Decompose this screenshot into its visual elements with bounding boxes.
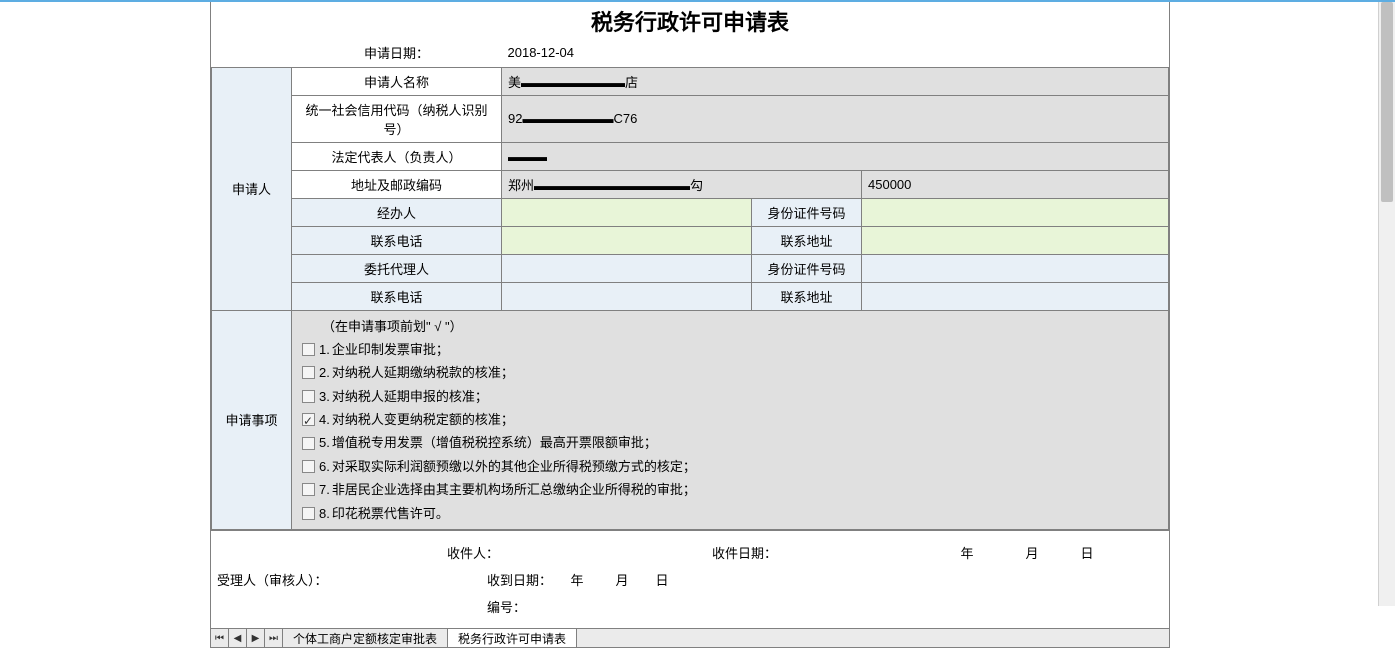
item-text: 非居民企业选择由其主要机构场所汇总缴纳企业所得税的审批；	[332, 478, 696, 501]
agent-value[interactable]	[502, 254, 752, 282]
form-title: 税务行政许可申请表	[211, 2, 1169, 39]
receive-date-label: 收件日期：	[712, 543, 932, 562]
phone1-label: 联系电话	[292, 226, 502, 254]
phone1-value[interactable]	[502, 226, 752, 254]
item-text: 对纳税人延期申报的核准；	[332, 385, 488, 408]
addr1-label: 联系地址	[752, 226, 862, 254]
applicant-name-value: 美▬▬▬▬▬▬▬▬店	[502, 67, 1169, 95]
phone2-value[interactable]	[502, 282, 752, 310]
phone2-label: 联系电话	[292, 282, 502, 310]
checkbox-icon[interactable]	[302, 366, 315, 379]
checkbox-icon[interactable]	[302, 483, 315, 496]
postal-value: 450000	[862, 170, 1169, 198]
sheet-tabs: ⏮ ◀ ▶ ⏭ 个体工商户定额核定审批表 税务行政许可申请表	[210, 628, 1170, 648]
handler-label: 经办人	[292, 198, 502, 226]
nav-first-icon[interactable]: ⏮	[211, 629, 229, 647]
item-text: 企业印制发票审批；	[332, 338, 449, 361]
item-text: 对采取实际利润额预缴以外的其他企业所得税预缴方式的核定；	[332, 455, 696, 478]
checkbox-icon[interactable]	[302, 343, 315, 356]
year2-label: 年	[552, 570, 602, 589]
item-number: 4.	[319, 408, 330, 431]
checkbox-icon[interactable]	[302, 460, 315, 473]
month-label: 月	[1002, 543, 1062, 562]
form-table: 申请日期： 2018-12-04 申请人 申请人名称 美▬▬▬▬▬▬▬▬店 统一…	[211, 39, 1169, 530]
checkbox-icon[interactable]	[302, 413, 315, 426]
item-line: 1. 企业印制发票审批；	[302, 338, 1158, 361]
item-number: 5.	[319, 431, 330, 454]
handler-id-value[interactable]	[862, 198, 1169, 226]
nav-last-icon[interactable]: ⏭	[265, 629, 283, 647]
item-text: 印花税票代售许可。	[332, 502, 449, 525]
item-text: 增值税专用发票（增值税税控系统）最高开票限额审批；	[332, 431, 657, 454]
day-label: 日	[1062, 543, 1112, 562]
address-label: 地址及邮政编码	[292, 170, 502, 198]
sheet-tab-1[interactable]: 个体工商户定额核定审批表	[283, 629, 448, 647]
legal-rep-value: ▬▬▬	[502, 142, 1169, 170]
checkbox-icon[interactable]	[302, 390, 315, 403]
credit-code-value: 92▬▬▬▬▬▬▬C76	[502, 95, 1169, 142]
credit-code-label: 统一社会信用代码（纳税人识别号）	[292, 95, 502, 142]
applicant-name-label: 申请人名称	[292, 67, 502, 95]
month2-label: 月	[602, 570, 642, 589]
handler-value[interactable]	[502, 198, 752, 226]
applicant-section-label: 申请人	[212, 67, 292, 310]
item-number: 1.	[319, 338, 330, 361]
addr2-value[interactable]	[862, 282, 1169, 310]
item-number: 2.	[319, 361, 330, 384]
item-number: 3.	[319, 385, 330, 408]
item-line: 7. 非居民企业选择由其主要机构场所汇总缴纳企业所得税的审批；	[302, 478, 1158, 501]
item-number: 8.	[319, 502, 330, 525]
item-text: 对纳税人延期缴纳税款的核准；	[332, 361, 514, 384]
agent-id-label: 身份证件号码	[752, 254, 862, 282]
item-text: 对纳税人变更纳税定额的核准；	[332, 408, 514, 431]
items-cell: （在申请事项前划" √ "） 1. 企业印制发票审批；2. 对纳税人延期缴纳税款…	[292, 310, 1169, 530]
item-line: 2. 对纳税人延期缴纳税款的核准；	[302, 361, 1158, 384]
item-line: 4. 对纳税人变更纳税定额的核准；	[302, 408, 1158, 431]
receiver-label: 收件人：	[447, 543, 712, 562]
item-line: 8. 印花税票代售许可。	[302, 502, 1158, 525]
nav-next-icon[interactable]: ▶	[247, 629, 265, 647]
apply-date-label: 申请日期：	[292, 39, 502, 67]
items-note: （在申请事项前划" √ "）	[302, 315, 1158, 338]
item-line: 6. 对采取实际利润额预缴以外的其他企业所得税预缴方式的核定；	[302, 455, 1158, 478]
address-value: 郑州▬▬▬▬▬▬▬▬▬▬▬▬勾	[502, 170, 862, 198]
agent-label: 委托代理人	[292, 254, 502, 282]
scroll-thumb[interactable]	[1381, 2, 1393, 202]
item-number: 6.	[319, 455, 330, 478]
checkbox-icon[interactable]	[302, 437, 315, 450]
year-label: 年	[932, 543, 1002, 562]
item-line: 3. 对纳税人延期申报的核准；	[302, 385, 1158, 408]
checkbox-icon[interactable]	[302, 507, 315, 520]
item-number: 7.	[319, 478, 330, 501]
vertical-scrollbar[interactable]	[1378, 2, 1395, 606]
nav-prev-icon[interactable]: ◀	[229, 629, 247, 647]
addr1-value[interactable]	[862, 226, 1169, 254]
footer-section: 收件人： 收件日期： 年 月 日 受理人（审核人）： 收到日期： 年 月 日 编…	[211, 530, 1169, 628]
item-line: 5. 增值税专用发票（增值税税控系统）最高开票限额审批；	[302, 431, 1158, 454]
receipt-date-label: 收到日期：	[487, 570, 552, 589]
apply-date-value: 2018-12-04	[502, 39, 1169, 67]
day2-label: 日	[642, 570, 682, 589]
sheet-tab-2[interactable]: 税务行政许可申请表	[448, 629, 577, 647]
handler-id-label: 身份证件号码	[752, 198, 862, 226]
form-container: 税务行政许可申请表 申请日期： 2018-12-04 申请人 申请人名称 美▬▬…	[210, 2, 1170, 628]
items-section-label: 申请事项	[212, 310, 292, 530]
agent-id-value[interactable]	[862, 254, 1169, 282]
addr2-label: 联系地址	[752, 282, 862, 310]
legal-rep-label: 法定代表人（负责人）	[292, 142, 502, 170]
serial-label: 编号：	[487, 597, 526, 616]
reviewer-label: 受理人（审核人）：	[217, 570, 487, 589]
